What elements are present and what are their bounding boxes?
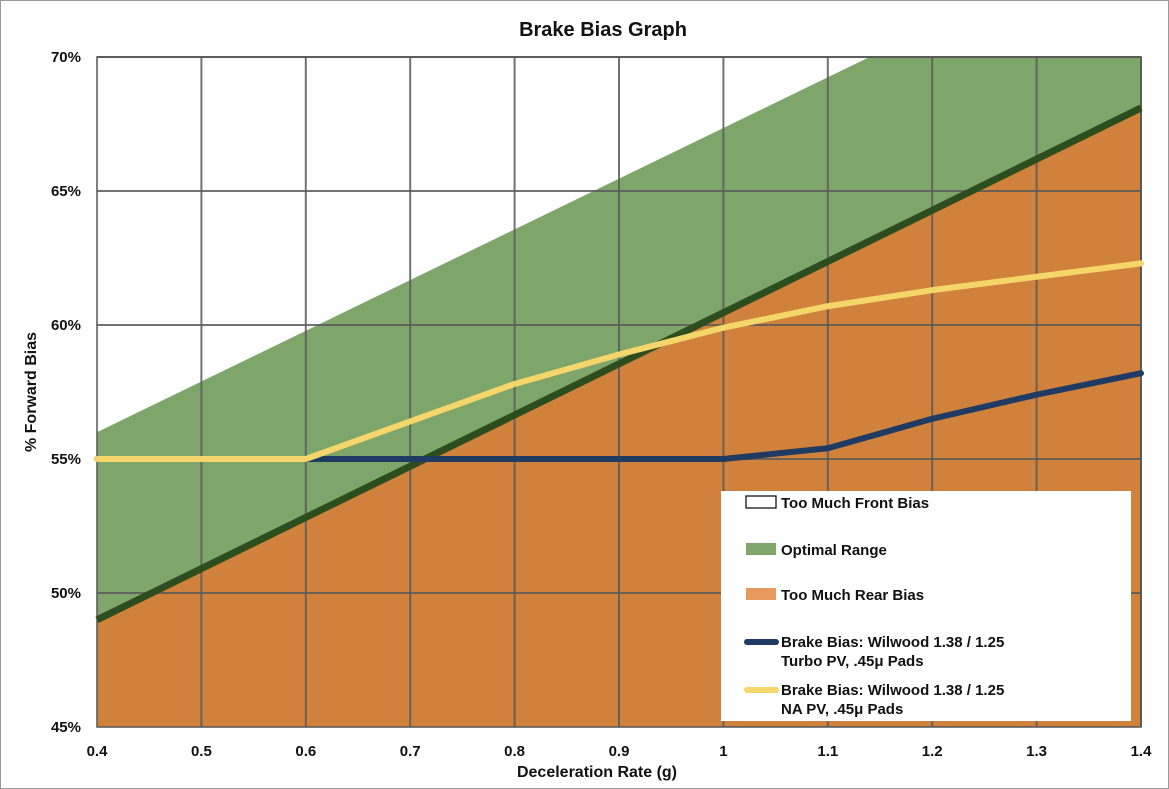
x-tick-label: 1.2 [922,743,943,760]
y-tick-label: 70% [51,49,81,66]
legend-series-label-line: Brake Bias: Wilwood 1.38 / 1.25 [781,682,1004,699]
x-tick-label: 1.3 [1026,743,1047,760]
x-tick-label: 1.4 [1131,743,1153,760]
legend-series-label-line: Brake Bias: Wilwood 1.38 / 1.25 [781,634,1004,651]
y-tick-label: 45% [51,719,81,736]
chart-title: Brake Bias Graph [519,19,687,41]
legend-swatch-front-bias [745,495,777,509]
legend-series-label: Brake Bias: Wilwood 1.38 / 1.25 NA PV, .4… [781,682,1004,718]
legend-series-label-line: NA PV, .45μ Pads [781,701,903,718]
legend-label: Too Much Front Bias [781,495,929,512]
x-tick-label: 1 [719,743,727,760]
x-tick-label: 0.8 [504,743,525,760]
x-tick-label: 0.7 [400,743,421,760]
y-tick-label: 60% [51,317,81,334]
legend-label: Optimal Range [781,542,887,559]
x-tick-label: 1.1 [817,743,838,760]
legend-series-label-line: Turbo PV, .45μ Pads [781,653,924,670]
x-tick-label: 0.5 [191,743,212,760]
y-axis-title: % Forward Bias [23,332,40,452]
y-tick-label: 65% [51,183,81,200]
legend-series-label: Brake Bias: Wilwood 1.38 / 1.25 Turbo PV,… [781,634,1004,670]
y-tick-label: 50% [51,585,81,602]
legend-swatch-optimal [746,543,776,555]
legend: Too Much Front Bias Optimal Range Too Much… [721,491,1131,721]
x-tick-label: 0.6 [295,743,316,760]
legend-label: Too Much Rear Bias [781,587,924,604]
optimal-lower-boundary-line [95,104,1143,623]
x-tick-label: 0.4 [87,743,109,760]
x-axis-title: Deceleration Rate (g) [517,764,677,781]
legend-swatch-rear-bias [746,588,776,600]
plot-border [96,56,1142,728]
x-tick-label: 0.9 [609,743,630,760]
y-tick-label: 55% [51,451,81,468]
na-pv-bias-line [94,260,1144,462]
legend-box [721,491,1131,721]
